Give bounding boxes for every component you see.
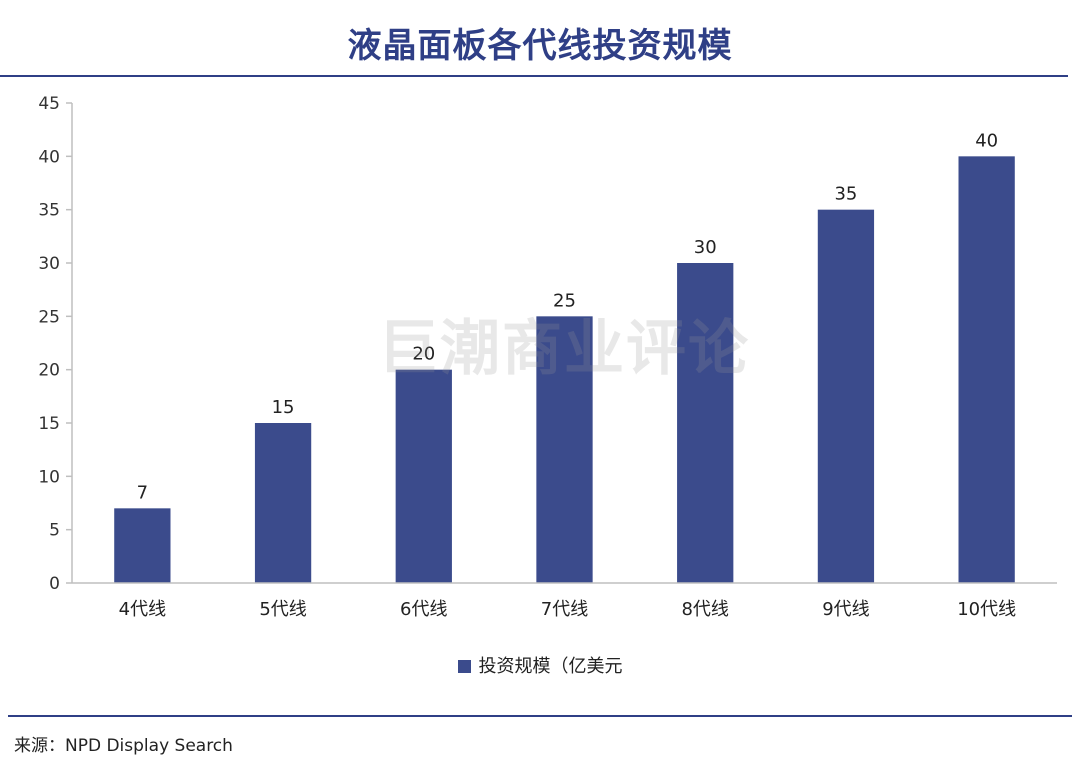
legend-label: 投资规模（亿美元: [478, 656, 623, 677]
data-label: 25: [553, 290, 576, 311]
y-tick-label: 5: [49, 521, 60, 541]
data-label: 7: [137, 482, 148, 503]
chart-title: 液晶面板各代线投资规模: [347, 26, 733, 66]
bar: [395, 369, 452, 583]
x-tick-label: 9代线: [822, 599, 869, 620]
y-tick-label: 45: [38, 94, 60, 114]
source-note: 来源：NPD Display Search: [14, 736, 233, 756]
bar: [536, 316, 593, 583]
bar: [254, 423, 312, 583]
y-tick-label: 20: [38, 361, 60, 381]
bar: [677, 263, 734, 583]
data-label: 35: [834, 184, 857, 205]
data-label: 20: [412, 344, 435, 365]
y-tick-label: 30: [38, 254, 60, 274]
y-tick-label: 10: [38, 467, 60, 487]
x-tick-label: 5代线: [259, 599, 306, 620]
y-tick-label: 0: [49, 574, 60, 594]
legend-swatch: [457, 660, 471, 673]
title-divider: [0, 75, 1068, 77]
footer-divider: [8, 715, 1072, 717]
x-tick-label: 8代线: [681, 599, 728, 620]
bar: [114, 508, 171, 583]
x-tick-label: 10代线: [957, 599, 1016, 620]
y-tick-label: 35: [38, 201, 60, 221]
bar: [958, 156, 1015, 584]
data-label: 40: [975, 130, 998, 151]
x-tick-label: 4代线: [119, 599, 166, 620]
bar-series: 7 15 20 25 30 35 40: [114, 130, 1015, 584]
y-axis: 0 5 10 15 20 25 30 35 40 45: [38, 94, 73, 594]
x-tick-label: 6代线: [400, 599, 447, 620]
y-tick-label: 40: [38, 147, 60, 167]
data-label: 30: [694, 237, 717, 258]
bar: [817, 209, 875, 583]
legend: 投资规模（亿美元: [0, 652, 1080, 678]
x-axis: 4代线 5代线 6代线 7代线 8代线 9代线 10代线: [72, 582, 1057, 620]
y-tick-label: 25: [38, 307, 60, 327]
y-tick-label: 15: [38, 414, 60, 434]
x-tick-label: 7代线: [541, 599, 588, 620]
data-label: 15: [272, 397, 295, 418]
